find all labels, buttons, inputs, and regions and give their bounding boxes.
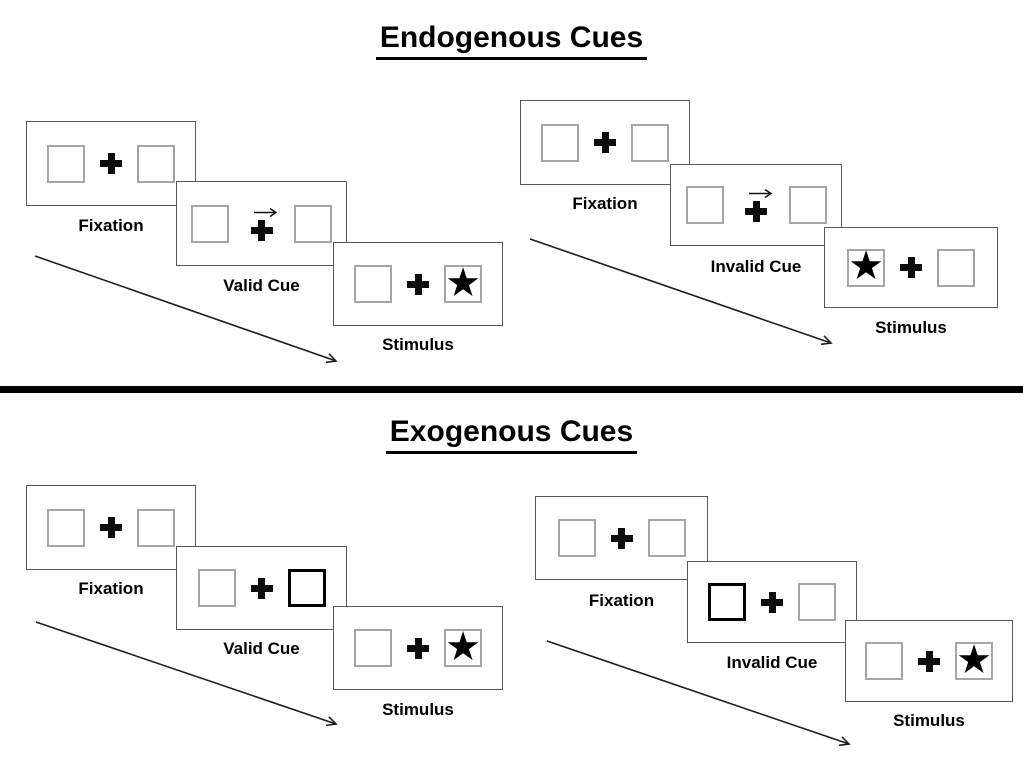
left-box [47, 144, 85, 183]
left-box [197, 569, 236, 607]
fixation-card [26, 121, 196, 206]
fixation-cross-icon [250, 577, 273, 599]
section-title-text: Endogenous Cues [375, 21, 648, 60]
fixation-cross-icon [610, 527, 633, 549]
right-arrow-icon [748, 188, 772, 198]
central-cue [739, 188, 774, 222]
fixation-cross-icon [918, 650, 940, 672]
fixation-card [535, 496, 708, 580]
valid-cue-card [176, 546, 347, 630]
right-box [631, 123, 669, 162]
fixation-card [520, 100, 690, 185]
card-label: Valid Cue [223, 276, 300, 295]
left-box: ★ [847, 243, 885, 289]
card-label: Fixation [572, 194, 638, 213]
card-label: Stimulus [382, 700, 454, 719]
left-box [354, 265, 392, 303]
fixation-cross-icon [900, 257, 922, 278]
card-label: Stimulus [875, 318, 947, 337]
right-box [137, 508, 175, 547]
section-title-text: Exogenous Cues [385, 415, 638, 454]
fixation-cross-icon [407, 637, 429, 659]
fixation-cross-icon [100, 517, 122, 538]
timeline-arrow [546, 640, 849, 744]
card-label: Invalid Cue [710, 257, 802, 276]
right-box: ★ [444, 623, 482, 670]
right-box-highlighted [287, 569, 326, 607]
left-box [47, 508, 85, 547]
right-box [294, 204, 332, 243]
left-box [191, 204, 229, 243]
stimulus-card: ★ [845, 620, 1013, 702]
right-box [937, 248, 975, 287]
invalid-cue-card [670, 164, 842, 246]
left-box [865, 642, 903, 680]
fixation-cross-icon [407, 273, 429, 295]
card-label: Fixation [78, 579, 144, 598]
card-label: Fixation [588, 591, 655, 610]
fixation-cross-icon [100, 153, 122, 174]
card-label: Invalid Cue [726, 653, 818, 672]
star-icon: ★ [848, 243, 884, 289]
right-box [137, 144, 175, 183]
stimulus-card: ★ [824, 227, 998, 308]
fixation-cross-icon [250, 219, 273, 241]
timeline-arrow [35, 621, 336, 724]
fixation-card [26, 485, 196, 570]
star-icon: ★ [445, 623, 481, 670]
right-arrow-icon [254, 207, 278, 217]
card-label: Valid Cue [223, 639, 300, 658]
right-box: ★ [955, 636, 993, 683]
right-box: ★ [444, 259, 482, 306]
valid-cue-card [176, 181, 347, 266]
timeline-arrow [34, 255, 336, 361]
invalid-cue-card [687, 561, 857, 643]
card-label: Stimulus [382, 335, 454, 354]
card-label: Fixation [78, 216, 144, 235]
section-title-endogenous: Endogenous Cues [0, 21, 1023, 60]
fixation-cross-icon [594, 132, 616, 153]
left-box-highlighted [708, 583, 746, 621]
section-divider [0, 386, 1023, 393]
stimulus-card: ★ [333, 606, 503, 690]
card-label: Stimulus [893, 711, 965, 730]
left-box [557, 519, 596, 557]
timeline-arrow [529, 238, 831, 343]
left-box [541, 123, 579, 162]
star-icon: ★ [956, 636, 992, 683]
left-box [685, 186, 724, 224]
central-cue [244, 207, 279, 241]
fixation-cross-icon [761, 591, 783, 613]
section-title-exogenous: Exogenous Cues [0, 415, 1023, 454]
right-box [788, 186, 827, 224]
left-box [354, 629, 392, 667]
stimulus-card: ★ [333, 242, 503, 326]
right-box [647, 519, 686, 557]
right-box [798, 583, 836, 621]
star-icon: ★ [445, 259, 481, 306]
fixation-cross-icon [745, 201, 767, 222]
